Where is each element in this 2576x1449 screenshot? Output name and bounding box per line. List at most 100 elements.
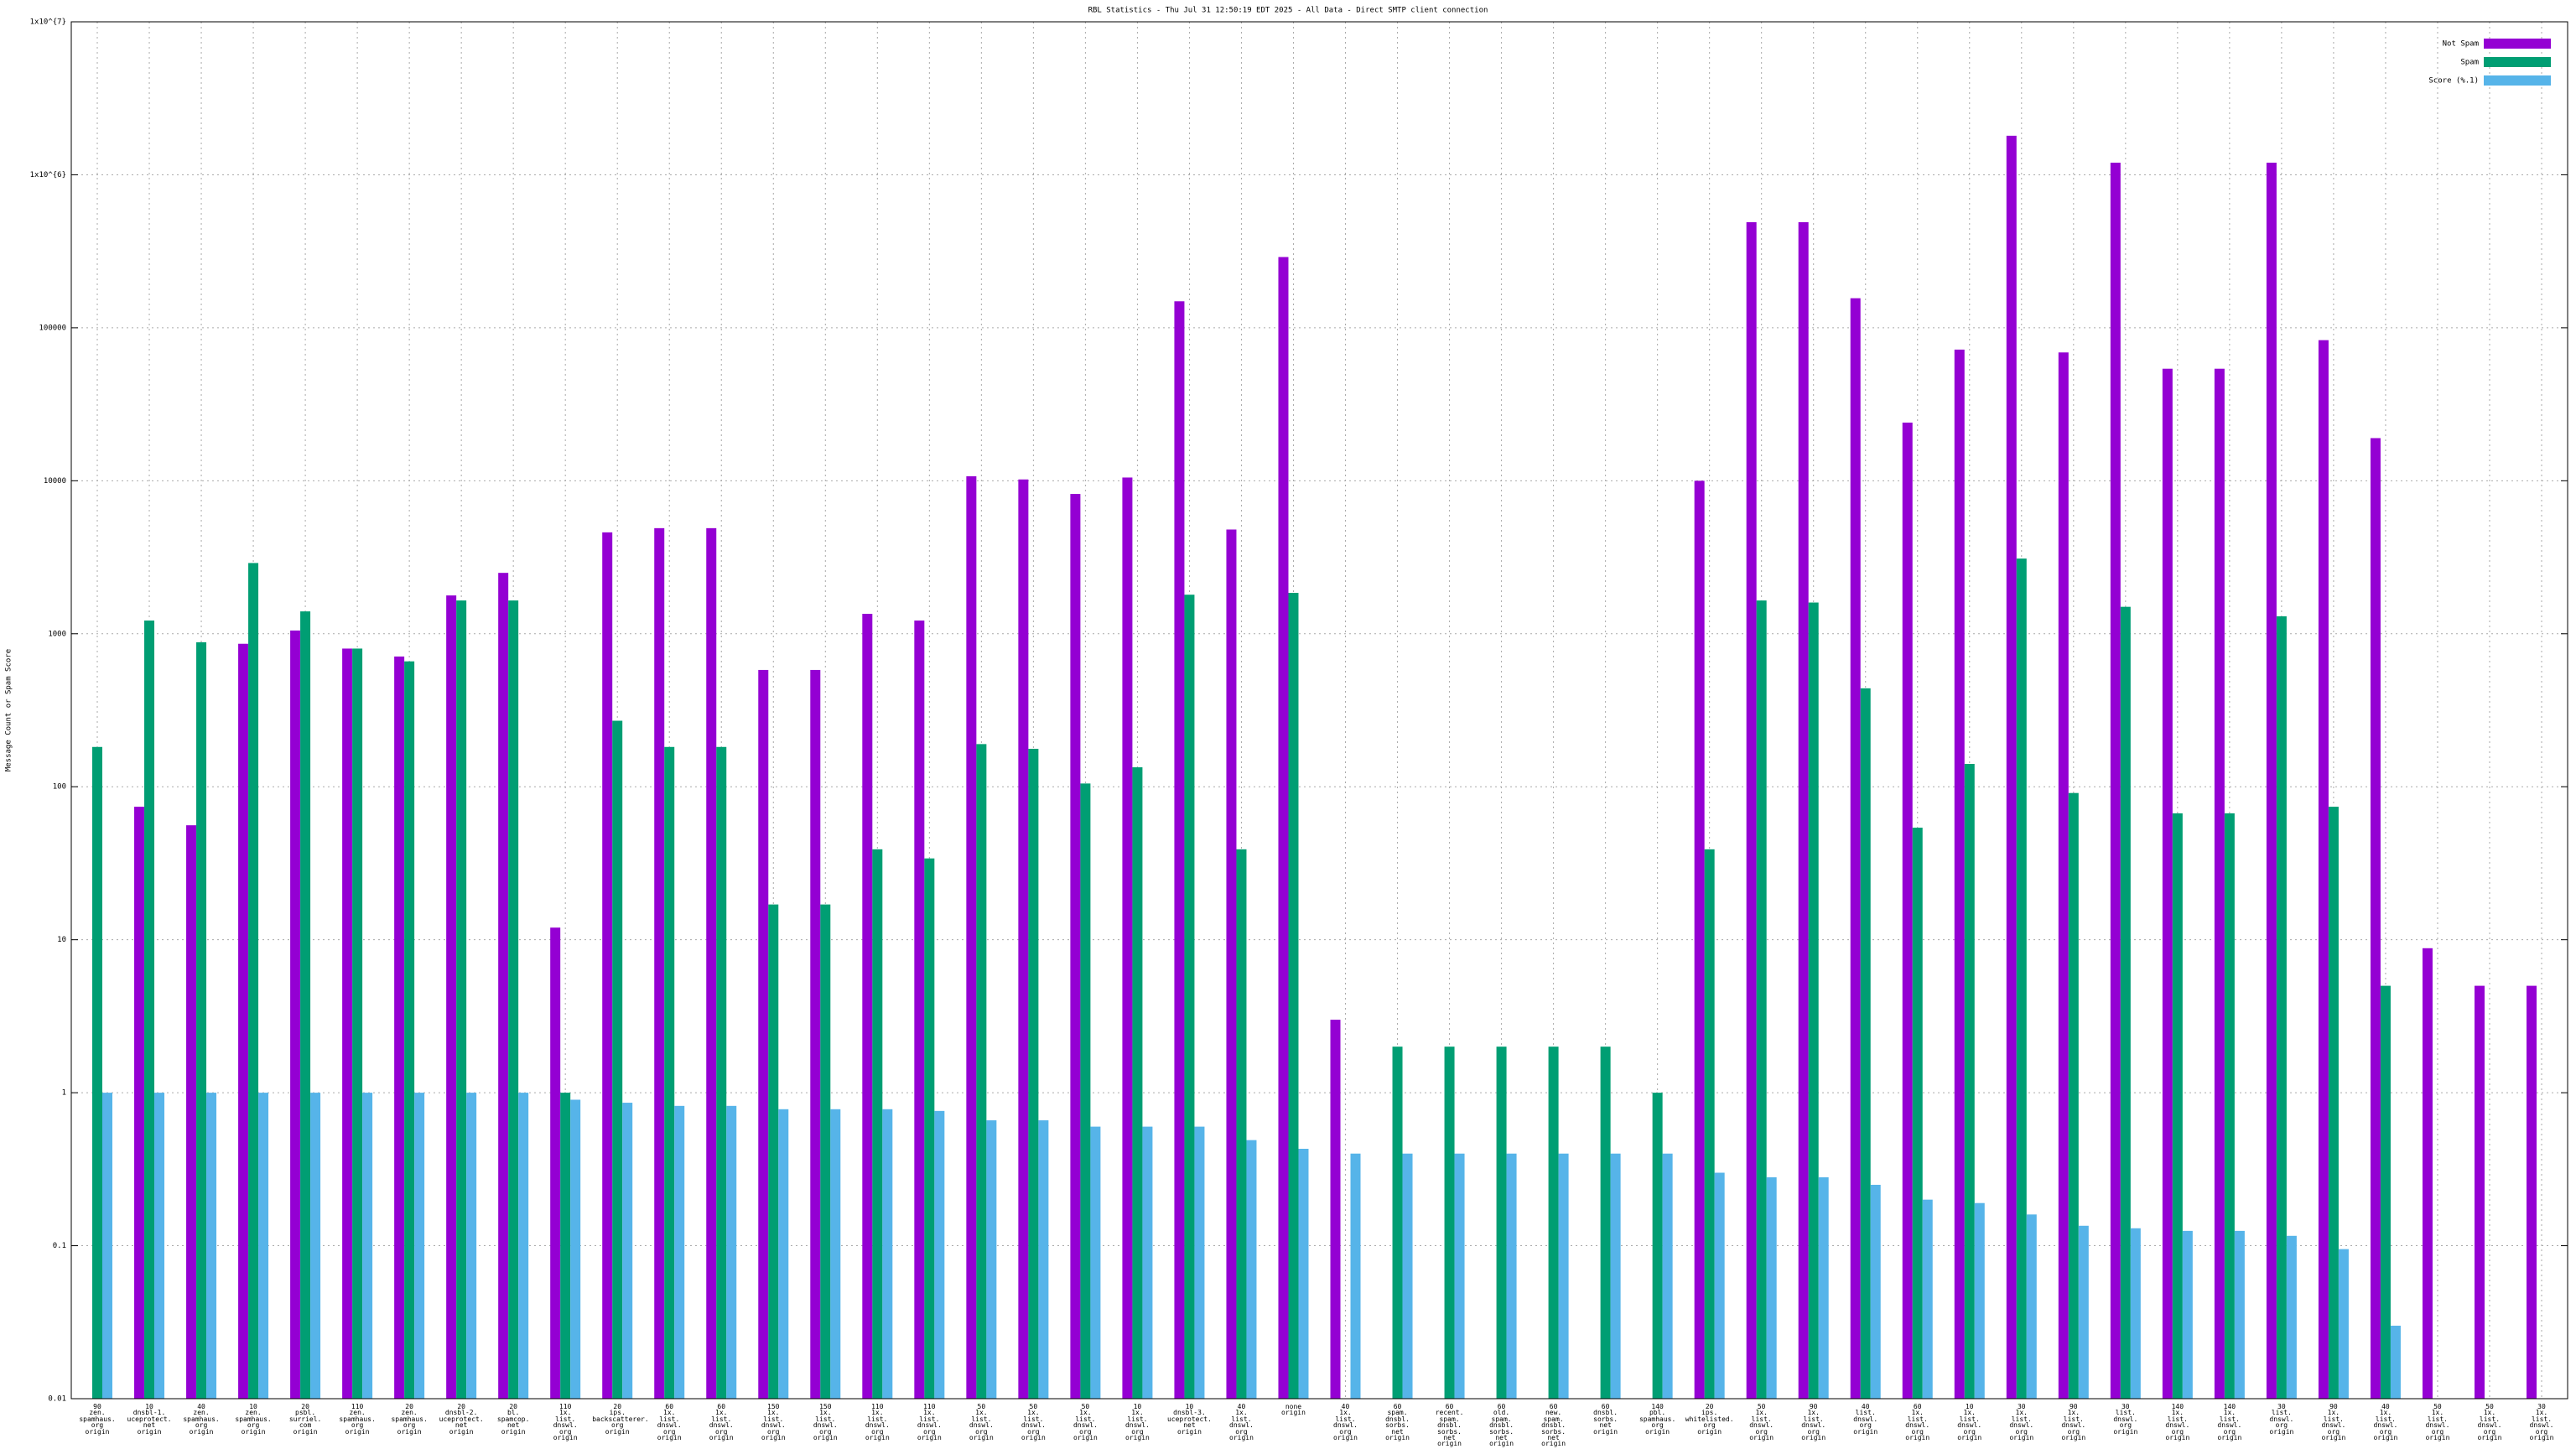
bar: [154, 1093, 165, 1399]
bar: [414, 1093, 425, 1399]
y-tick-label: 0.1: [53, 1242, 66, 1250]
x-tick-label: 110 1x. list. dnswl. org origin: [553, 1403, 578, 1442]
bar: [758, 669, 769, 1399]
x-tick-label: 60 1x. list. dnswl. org origin: [657, 1403, 682, 1442]
x-tick-label: 50 1x. list. dnswl. org origin: [1749, 1403, 1774, 1442]
x-tick-label: 140 1x. list. dnswl. org origin: [2217, 1403, 2242, 1442]
bar: [1652, 1093, 1663, 1399]
bar: [1746, 221, 1757, 1400]
bar: [1912, 828, 1923, 1399]
x-tick-label: 30 1x. list. dnswl. org origin: [2009, 1403, 2034, 1442]
x-tick-label: 60 dnsbl. sorbs. net origin: [1593, 1403, 1618, 1436]
bar: [258, 1093, 269, 1399]
bar: [1974, 1202, 1985, 1399]
chart-title: RBL Statistics - Thu Jul 31 12:50:19 EDT…: [1088, 7, 1488, 15]
bar: [2338, 1249, 2349, 1399]
bar: [1174, 301, 1185, 1400]
x-tick-label: 10 dnsbl-1. uceprotect. net origin: [127, 1403, 172, 1436]
x-tick-label: 40 zen. spamhaus. org origin: [183, 1403, 220, 1436]
bar: [1902, 422, 1913, 1399]
x-tick-label: 60 1x. list. dnswl. org origin: [709, 1403, 734, 1442]
x-tick-label: 110 1x. list. dnswl. org origin: [917, 1403, 942, 1442]
x-tick-label: 50 1x. list. dnswl. org origin: [1072, 1403, 1098, 1442]
bar: [2120, 606, 2131, 1399]
bar: [186, 825, 197, 1399]
bar: [1194, 1126, 1205, 1399]
legend-label: Not Spam: [2443, 40, 2479, 49]
bar: [1298, 1148, 1309, 1399]
bar: [2276, 615, 2287, 1399]
plot-border: [70, 21, 2568, 1400]
bar: [550, 927, 561, 1399]
y-tick-label: 10000: [44, 477, 66, 486]
bar: [1028, 748, 1039, 1399]
x-tick-label: 40 list. dnswl. org origin: [1853, 1403, 1878, 1436]
x-tick-label: 40 1x. list. dnswl. org origin: [2373, 1403, 2398, 1442]
bar: [2422, 948, 2433, 1399]
x-tick-label: 110 1x. list. dnswl. org origin: [865, 1403, 890, 1442]
x-tick-label: 20 bl. spamcop. net origin: [496, 1403, 530, 1436]
bar: [2172, 813, 2183, 1399]
bar: [2474, 985, 2485, 1399]
bar: [830, 1109, 841, 1399]
bar: [1798, 221, 1809, 1400]
bar: [206, 1093, 217, 1399]
x-tick-label: 40 1x. list. dnswl. org origin: [1229, 1403, 1254, 1442]
bar: [2078, 1225, 2089, 1399]
x-tick-label: 140 1x. list. dnswl. org origin: [2165, 1403, 2190, 1442]
bar: [1922, 1199, 1933, 1399]
bar: [1080, 783, 1091, 1399]
bar: [820, 904, 831, 1399]
x-tick-label: 60 recent. spam. dnsbl. sorbs. net origi…: [1435, 1403, 1464, 1448]
bar: [92, 746, 103, 1399]
bar: [2318, 340, 2329, 1400]
bar: [810, 669, 821, 1399]
bar: [2016, 558, 2027, 1399]
y-tick-label: 0.01: [48, 1395, 66, 1404]
bar: [768, 904, 779, 1399]
legend-swatch: [2484, 39, 2551, 49]
bar: [570, 1099, 581, 1399]
x-tick-label: 20 ips. backscatterer. org origin: [592, 1403, 649, 1436]
bar: [310, 1093, 321, 1399]
bar: [706, 527, 717, 1399]
bar: [1496, 1046, 1507, 1399]
bar: [404, 661, 415, 1399]
bar: [1236, 849, 1247, 1399]
bar: [1954, 349, 1965, 1400]
y-axis-label: Message Count or Spam Score: [5, 649, 13, 771]
bar: [2526, 985, 2537, 1399]
x-tick-label: 10 dnsbl-3. uceprotect. net origin: [1166, 1403, 1212, 1436]
bar: [2370, 438, 2381, 1399]
legend-label: Score (%.1): [2428, 77, 2479, 86]
x-tick-label: 60 spam. dnsbl. sorbs. net origin: [1385, 1403, 1410, 1442]
bar: [1610, 1153, 1621, 1399]
bar: [1018, 479, 1029, 1399]
x-tick-label: 90 zen. spamhaus. org origin: [79, 1403, 116, 1436]
y-tick-label: 10: [57, 936, 66, 944]
bar: [862, 613, 873, 1399]
bar: [2380, 985, 2391, 1399]
bar: [1694, 480, 1705, 1400]
bar: [914, 621, 925, 1399]
y-tick-label: 1: [62, 1089, 66, 1098]
bar: [466, 1093, 477, 1399]
bar: [882, 1109, 893, 1399]
x-tick-label: 30 1x. list. dnswl. org origin: [2529, 1403, 2554, 1442]
legend-swatch: [2484, 57, 2551, 67]
x-tick-label: 20 psbl. surriel. com origin: [288, 1403, 322, 1436]
bar: [1142, 1126, 1153, 1399]
bar: [1132, 767, 1143, 1399]
x-tick-label: 90 1x. list. dnswl. org origin: [2061, 1403, 2086, 1442]
x-tick-label: none origin: [1281, 1403, 1306, 1417]
bar: [362, 1093, 373, 1399]
bar: [2068, 792, 2079, 1399]
bar: [976, 744, 987, 1399]
x-tick-label: 10 1x. list. dnswl. org origin: [1124, 1403, 1150, 1442]
bar: [2162, 368, 2173, 1399]
bar: [456, 600, 467, 1399]
x-tick-label: 90 1x. list. dnswl. org origin: [2321, 1403, 2346, 1442]
bar: [1454, 1153, 1465, 1399]
bar: [966, 475, 977, 1399]
bar: [1558, 1153, 1569, 1399]
